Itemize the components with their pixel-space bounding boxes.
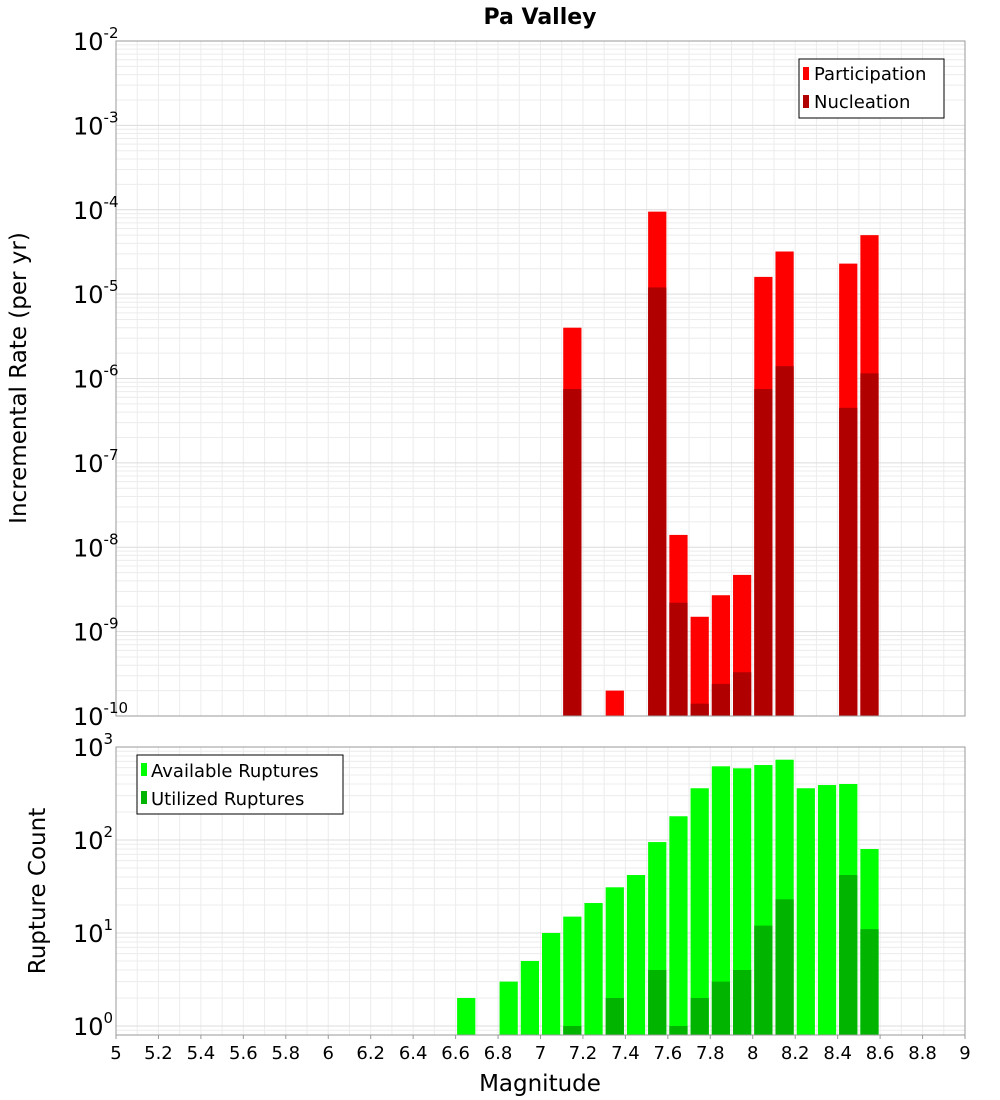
- bottom-panel: 100 101 102 103 5 5.2 5.4 5.6 5.8 6 6.2 6.4 6.6 6.8 7…: [25, 730, 971, 1097]
- bar-utilized-ruptures: [648, 969, 667, 1035]
- bar-available-ruptures: [457, 997, 476, 1035]
- y-tick-label: 103: [73, 730, 113, 762]
- top-panel: 10-10 10-9 10-8 10-7 10-6 10-5 10-4 10-3 10-2 In…: [6, 24, 966, 731]
- bar-available-ruptures: [626, 875, 646, 1035]
- x-tick-label: 8.4: [823, 1043, 852, 1064]
- bar-available-ruptures: [669, 816, 688, 1035]
- y-tick-label: 10-5: [73, 277, 119, 309]
- bar-participation: [690, 616, 709, 716]
- bar-nucleation: [669, 602, 688, 716]
- chart-title: Pa Valley: [483, 5, 596, 30]
- bar-utilized-ruptures: [690, 997, 709, 1035]
- x-axis-label: Magnitude: [479, 1071, 601, 1097]
- bar-nucleation: [648, 287, 667, 716]
- legend-label-participation: Participation: [814, 64, 926, 85]
- bar-available-ruptures: [690, 788, 709, 1035]
- legend-label-utilized: Utilized Ruptures: [151, 789, 304, 810]
- bar-available-ruptures: [499, 981, 518, 1035]
- y-tick-label: 100: [73, 1009, 113, 1041]
- x-tick-label: 8.2: [781, 1043, 810, 1064]
- x-tick-label: 5.2: [144, 1043, 173, 1064]
- top-y-ticks: 10-10 10-9 10-8 10-7 10-6 10-5 10-4 10-3 10-2: [73, 24, 128, 731]
- x-tick-label: 6.2: [356, 1043, 385, 1064]
- bottom-y-axis-label: Rupture Count: [25, 808, 51, 974]
- x-tick-label: 6.6: [441, 1043, 470, 1064]
- bar-available-ruptures: [520, 960, 539, 1035]
- bar-available-ruptures: [733, 768, 752, 1035]
- bar-participation: [605, 690, 624, 716]
- top-plot-frame: [115, 40, 966, 717]
- x-tick-label: 5.6: [229, 1043, 258, 1064]
- bar-utilized-ruptures: [860, 929, 879, 1035]
- top-legend: Participation Nucleation: [798, 58, 945, 119]
- y-tick-label: 10-8: [73, 530, 119, 562]
- bottom-y-ticks: 100 101 102 103: [73, 730, 113, 1041]
- x-tick-label: 5.4: [187, 1043, 216, 1064]
- legend-swatch-participation: [803, 67, 809, 80]
- bar-nucleation: [563, 389, 582, 716]
- bar-available-ruptures: [817, 785, 837, 1035]
- top-y-axis-label: Incremental Rate (per yr): [6, 232, 32, 524]
- y-tick-label: 10-3: [73, 108, 119, 140]
- bar-nucleation: [839, 407, 858, 716]
- bar-utilized-ruptures: [775, 899, 794, 1035]
- bar-utilized-ruptures: [669, 1025, 688, 1035]
- x-tick-label: 6.8: [484, 1043, 513, 1064]
- y-tick-label: 10-6: [73, 362, 119, 394]
- legend-swatch-utilized: [141, 791, 147, 804]
- y-tick-label: 10-9: [73, 615, 119, 647]
- bar-available-ruptures: [796, 788, 815, 1035]
- bottom-legend-box: [136, 754, 344, 815]
- bar-utilized-ruptures: [563, 1025, 582, 1035]
- top-legend-box: [798, 58, 945, 119]
- bar-utilized-ruptures: [754, 925, 773, 1035]
- y-tick-label: 10-4: [73, 193, 119, 225]
- bar-available-ruptures: [542, 932, 561, 1035]
- legend-swatch-nucleation: [803, 95, 809, 108]
- bar-available-ruptures: [711, 766, 731, 1035]
- bar-available-ruptures: [584, 903, 603, 1035]
- y-tick-label: 10-10: [73, 699, 128, 731]
- x-tick-label: 7.2: [569, 1043, 598, 1064]
- y-tick-label: 10-7: [73, 446, 119, 478]
- top-bars: [563, 211, 879, 716]
- bar-nucleation: [690, 703, 709, 716]
- bottom-x-ticks: 5 5.2 5.4 5.6 5.8 6 6.2 6.4 6.6 6.8 7 7.2 7.4 7.6 7.8 8…: [110, 1035, 971, 1064]
- y-tick-label: 102: [73, 823, 113, 855]
- x-tick-label: 7.8: [696, 1043, 725, 1064]
- bottom-bars: [457, 759, 879, 1035]
- y-tick-label: 10-2: [73, 24, 119, 56]
- bar-nucleation: [711, 683, 731, 716]
- legend-swatch-available: [141, 763, 147, 776]
- top-grid: [115, 40, 966, 717]
- bar-available-ruptures: [563, 916, 582, 1035]
- bar-nucleation: [733, 672, 752, 716]
- x-tick-label: 6.4: [399, 1043, 428, 1064]
- legend-label-nucleation: Nucleation: [814, 92, 910, 113]
- y-tick-label: 101: [73, 916, 113, 948]
- legend-label-available: Available Ruptures: [151, 761, 319, 782]
- x-tick-label: 9: [959, 1043, 970, 1064]
- x-tick-label: 7.6: [654, 1043, 683, 1064]
- bottom-legend: Available Ruptures Utilized Ruptures: [136, 754, 344, 815]
- x-tick-label: 8: [747, 1043, 758, 1064]
- bar-nucleation: [860, 373, 879, 716]
- bar-utilized-ruptures: [839, 875, 858, 1035]
- x-tick-label: 8.6: [866, 1043, 895, 1064]
- x-tick-label: 7: [535, 1043, 546, 1064]
- bar-utilized-ruptures: [711, 981, 731, 1035]
- x-tick-label: 5.8: [271, 1043, 300, 1064]
- bar-nucleation: [775, 366, 794, 716]
- x-tick-label: 6: [323, 1043, 334, 1064]
- bar-nucleation: [754, 389, 773, 716]
- x-tick-label: 8.8: [908, 1043, 937, 1064]
- bar-utilized-ruptures: [605, 997, 624, 1035]
- bar-utilized-ruptures: [733, 969, 752, 1035]
- x-tick-label: 7.4: [611, 1043, 640, 1064]
- x-tick-label: 5: [110, 1043, 121, 1064]
